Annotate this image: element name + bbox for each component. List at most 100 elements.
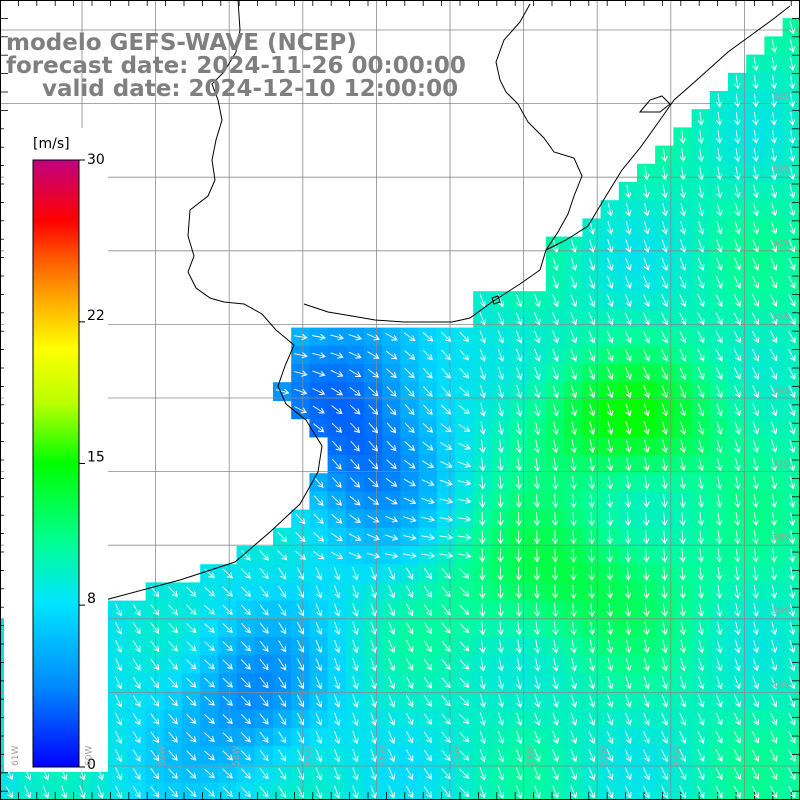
longitude-label: 56W — [379, 746, 389, 766]
wind-vector — [790, 20, 793, 34]
latitude-label: 40S — [772, 681, 789, 691]
longitude-label: 53W — [600, 746, 610, 766]
wind-vector — [736, 93, 738, 107]
longitude-label: 54W — [526, 746, 536, 766]
wind-vector — [754, 111, 756, 125]
wind-vector — [772, 148, 774, 161]
longitude-label: 52W — [673, 746, 683, 766]
wind-vector — [645, 202, 648, 216]
wind-vector — [754, 93, 756, 107]
wind-speed-cell — [782, 709, 800, 729]
wind-speed-cell — [291, 782, 310, 800]
longitude-label: 59W — [158, 746, 168, 766]
wind-speed-cell — [400, 782, 420, 800]
wind-vector — [681, 184, 684, 198]
colorbar-unit: [m/s] — [33, 136, 70, 152]
wind-speed-cell — [746, 782, 765, 800]
wind-speed-cell — [436, 782, 456, 800]
wind-speed-cell — [200, 782, 219, 800]
wind-vector — [591, 548, 592, 562]
wind-vector — [718, 166, 720, 180]
wind-vector — [627, 202, 630, 216]
wind-vector — [773, 75, 775, 89]
wind-vector — [772, 184, 775, 198]
wind-speed-cell — [782, 691, 800, 711]
wind-vector — [663, 202, 666, 216]
wind-speed-cell — [418, 782, 438, 800]
wind-speed-cell — [782, 746, 800, 765]
wind-speed-cell — [782, 491, 800, 511]
wind-vector — [791, 130, 793, 143]
wind-vector — [681, 166, 683, 180]
latitude-label: 37S — [772, 460, 789, 470]
wind-speed-cell — [782, 764, 800, 784]
wind-vector — [537, 512, 538, 525]
wind-speed-cell — [782, 364, 800, 383]
wind-vector — [682, 129, 683, 143]
colorbar-tick-label: 30 — [87, 152, 105, 168]
wind-vector — [736, 130, 738, 143]
wind-speed-cell — [782, 36, 800, 56]
wind-speed-cell — [782, 637, 800, 656]
wind-vector — [700, 148, 702, 161]
wind-vector — [773, 130, 775, 143]
wind-speed-cell — [764, 782, 784, 800]
wind-vector — [718, 148, 720, 161]
wind-speed-cell — [782, 418, 800, 438]
longitude-label: 55W — [453, 746, 463, 766]
wind-vector — [736, 111, 738, 125]
wind-speed-cell — [782, 345, 800, 365]
wind-speed-cell — [728, 782, 747, 800]
wind-speed-cell — [0, 782, 19, 800]
wind-vector — [718, 184, 721, 198]
colorbar-tick-label: 8 — [87, 591, 96, 607]
wind-vector — [627, 184, 629, 198]
latitude-label: 35S — [772, 313, 789, 323]
wind-vector — [700, 129, 702, 143]
wind-vector — [772, 166, 775, 180]
wind-vector — [573, 548, 574, 562]
wind-vector — [791, 93, 793, 107]
wind-speed-cell — [455, 782, 474, 800]
wind-vector-field — [5, 20, 795, 798]
wind-vector — [754, 148, 756, 161]
wind-speed-cell — [782, 600, 800, 620]
wind-vector — [718, 111, 720, 125]
wind-vector — [555, 512, 556, 525]
valid-date: valid date: 2024-12-10 12:00:00 — [42, 76, 458, 102]
latitude-label: 38S — [772, 534, 789, 544]
wind-vector — [772, 39, 775, 52]
wind-vector — [791, 148, 793, 161]
colorbar-gradient — [32, 159, 80, 768]
wind-vector — [736, 166, 738, 180]
latitude-label: 32S — [772, 92, 789, 102]
wind-speed-cell — [782, 182, 800, 201]
wind-speed-cell — [782, 618, 800, 638]
wind-speed-cell — [273, 782, 292, 800]
wind-vector — [754, 130, 756, 143]
latitude-label: 39S — [772, 607, 789, 617]
colorbar-tick-label: 22 — [87, 308, 105, 324]
wind-vector — [645, 184, 647, 198]
wind-speed-cell — [782, 728, 800, 747]
wind-vector — [682, 148, 684, 161]
wind-speed-cell — [782, 18, 800, 37]
wind-speed-cell — [782, 218, 800, 238]
wind-speed-cell — [782, 163, 800, 183]
wind-speed-cell — [782, 655, 800, 674]
wind-speed-cell — [218, 782, 238, 800]
wind-vector — [773, 111, 775, 125]
wind-vector — [664, 148, 666, 161]
wind-vector — [790, 39, 793, 52]
wind-vector — [754, 75, 756, 89]
wind-vector — [754, 166, 757, 180]
wind-vector — [573, 566, 574, 580]
wind-vector — [663, 184, 666, 198]
wind-vector — [773, 93, 775, 107]
wind-vector — [700, 111, 701, 125]
wind-vector — [699, 184, 702, 198]
wind-vector — [518, 584, 519, 598]
wind-vector — [608, 202, 611, 216]
